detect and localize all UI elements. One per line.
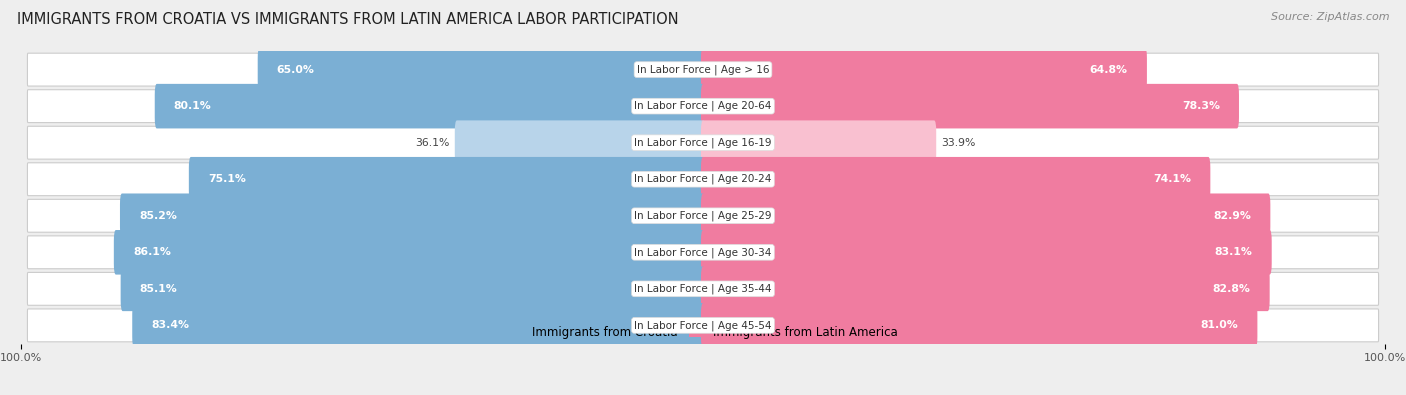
Text: 82.8%: 82.8%	[1213, 284, 1250, 294]
Text: 65.0%: 65.0%	[277, 65, 315, 75]
Text: 80.1%: 80.1%	[174, 101, 211, 111]
FancyBboxPatch shape	[155, 84, 704, 128]
FancyBboxPatch shape	[28, 273, 1378, 305]
Text: In Labor Force | Age 20-24: In Labor Force | Age 20-24	[634, 174, 772, 184]
Text: In Labor Force | Age > 16: In Labor Force | Age > 16	[637, 64, 769, 75]
Text: 81.0%: 81.0%	[1201, 320, 1239, 330]
FancyBboxPatch shape	[702, 303, 1257, 348]
Text: Source: ZipAtlas.com: Source: ZipAtlas.com	[1271, 12, 1389, 22]
Text: 36.1%: 36.1%	[416, 138, 450, 148]
FancyBboxPatch shape	[120, 194, 704, 238]
FancyBboxPatch shape	[702, 120, 936, 165]
Text: 83.1%: 83.1%	[1215, 247, 1253, 257]
FancyBboxPatch shape	[132, 303, 704, 348]
Text: In Labor Force | Age 25-29: In Labor Force | Age 25-29	[634, 211, 772, 221]
FancyBboxPatch shape	[702, 194, 1271, 238]
FancyBboxPatch shape	[702, 84, 1239, 128]
FancyBboxPatch shape	[454, 120, 704, 165]
FancyBboxPatch shape	[28, 53, 1378, 86]
Text: In Labor Force | Age 35-44: In Labor Force | Age 35-44	[634, 284, 772, 294]
Text: 83.4%: 83.4%	[152, 320, 190, 330]
Text: 82.9%: 82.9%	[1213, 211, 1251, 221]
Text: 74.1%: 74.1%	[1153, 174, 1191, 184]
Text: IMMIGRANTS FROM CROATIA VS IMMIGRANTS FROM LATIN AMERICA LABOR PARTICIPATION: IMMIGRANTS FROM CROATIA VS IMMIGRANTS FR…	[17, 12, 679, 27]
Text: In Labor Force | Age 45-54: In Labor Force | Age 45-54	[634, 320, 772, 331]
Text: 33.9%: 33.9%	[941, 138, 976, 148]
FancyBboxPatch shape	[702, 230, 1271, 275]
FancyBboxPatch shape	[28, 163, 1378, 196]
Text: 78.3%: 78.3%	[1182, 101, 1220, 111]
Text: 75.1%: 75.1%	[208, 174, 246, 184]
FancyBboxPatch shape	[28, 126, 1378, 159]
Text: 64.8%: 64.8%	[1090, 65, 1128, 75]
Text: In Labor Force | Age 30-34: In Labor Force | Age 30-34	[634, 247, 772, 258]
Legend: Immigrants from Croatia, Immigrants from Latin America: Immigrants from Croatia, Immigrants from…	[503, 321, 903, 344]
FancyBboxPatch shape	[28, 90, 1378, 122]
FancyBboxPatch shape	[114, 230, 704, 275]
FancyBboxPatch shape	[121, 267, 704, 311]
FancyBboxPatch shape	[28, 236, 1378, 269]
FancyBboxPatch shape	[257, 47, 704, 92]
Text: 86.1%: 86.1%	[134, 247, 170, 257]
FancyBboxPatch shape	[702, 267, 1270, 311]
FancyBboxPatch shape	[188, 157, 704, 201]
FancyBboxPatch shape	[28, 309, 1378, 342]
Text: 85.2%: 85.2%	[139, 211, 177, 221]
Text: 85.1%: 85.1%	[139, 284, 177, 294]
FancyBboxPatch shape	[702, 47, 1147, 92]
Text: In Labor Force | Age 16-19: In Labor Force | Age 16-19	[634, 137, 772, 148]
FancyBboxPatch shape	[28, 199, 1378, 232]
Text: In Labor Force | Age 20-64: In Labor Force | Age 20-64	[634, 101, 772, 111]
FancyBboxPatch shape	[702, 157, 1211, 201]
